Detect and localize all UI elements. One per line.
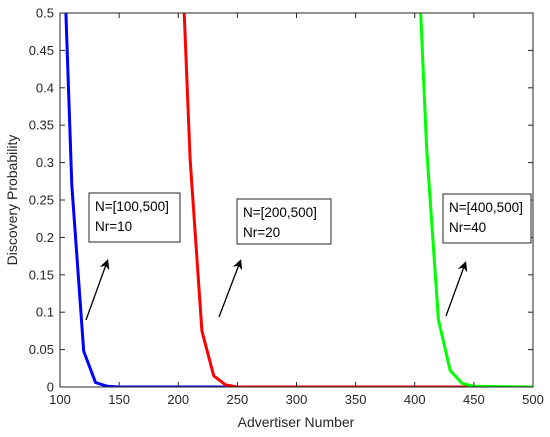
y-tick-label: 0 (47, 380, 54, 395)
x-tick-label: 500 (522, 392, 544, 407)
x-tick-label: 450 (463, 392, 485, 407)
y-tick-label: 0.2 (36, 230, 54, 245)
x-tick-label: 100 (49, 392, 71, 407)
annotation-text-3-line-2: Nr=40 (449, 220, 486, 235)
annotation-box-1 (88, 192, 181, 243)
annotation-arrow-3 (445, 261, 468, 317)
y-tick-label: 0.4 (36, 80, 54, 95)
y-tick-label: 0.3 (36, 155, 54, 170)
y-tick-label: 0.15 (29, 267, 54, 282)
axes-layer: 100 150 200 250 300 350 400 450 500 0 0.05 0.1 0.15 0… (29, 6, 544, 408)
annotation-text-3-line-1: N=[400,500] (449, 200, 523, 215)
y-tick-label: 0.45 (29, 43, 54, 58)
y-tick-label: 0.25 (29, 193, 54, 208)
annotation-text-1-line-1: N=[100,500] (95, 199, 169, 214)
annotation-text-2-line-2: Nr=20 (243, 225, 280, 240)
x-tick-label: 200 (167, 392, 189, 407)
x-tick-label: 300 (286, 392, 308, 407)
annotation-text-2-line-1: N=[200,500] (243, 205, 317, 220)
series-line-1 (64, 13, 533, 387)
y-tick-label: 0.5 (36, 6, 54, 21)
x-tick-label: 400 (404, 392, 426, 407)
annotation-box-3 (442, 193, 532, 244)
series-line-2 (182, 13, 533, 387)
x-tick-label: 150 (108, 392, 130, 407)
series-line-3 (419, 13, 533, 387)
x-tick-label: 250 (227, 392, 249, 407)
y-tick-label: 0.35 (29, 118, 54, 133)
y-axis-title: Discovery Probability (4, 135, 20, 266)
annotation-arrow-1 (85, 259, 110, 321)
annotation-layer: N=[100,500] Nr=10 N=[200,500] Nr=20 N=[400,5… (85, 192, 532, 321)
x-tick-label: 350 (345, 392, 367, 407)
annotation-text-1-line-2: Nr=10 (95, 219, 132, 234)
annotation-box-2 (236, 198, 332, 245)
y-tick-label: 0.05 (29, 342, 54, 357)
y-tick-label: 0.1 (36, 305, 54, 320)
annotation-arrow-2 (218, 259, 243, 318)
series-layer (64, 13, 533, 387)
x-axis-title: Advertiser Number (238, 414, 355, 430)
